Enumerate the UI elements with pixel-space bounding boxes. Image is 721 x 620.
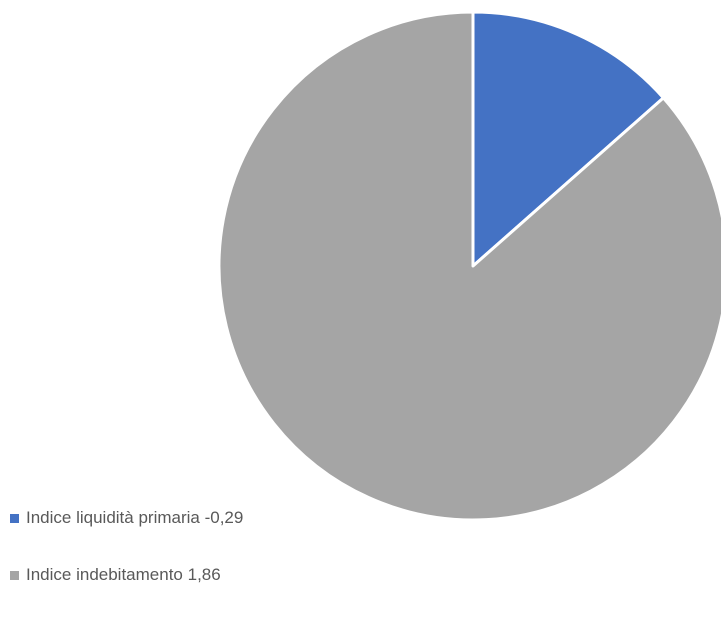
pie-chart-svg	[217, 10, 721, 522]
legend-label-liquidita: Indice liquidità primaria -0,29	[26, 508, 244, 527]
legend-swatch-indebitamento	[10, 570, 19, 580]
legend-swatch-liquidita	[10, 513, 19, 523]
legend-item-liquidita: Indice liquidità primaria -0,29	[10, 506, 243, 530]
pie-slice-0	[471, 10, 665, 268]
pie-slice-1	[217, 10, 721, 522]
legend-item-indebitamento: Indice indebitamento 1,86	[10, 563, 243, 587]
legend-label-indebitamento: Indice indebitamento 1,86	[26, 565, 221, 584]
chart-legend: Indice liquidità primaria -0,29 Indice i…	[10, 506, 243, 620]
pie-chart	[217, 10, 721, 522]
